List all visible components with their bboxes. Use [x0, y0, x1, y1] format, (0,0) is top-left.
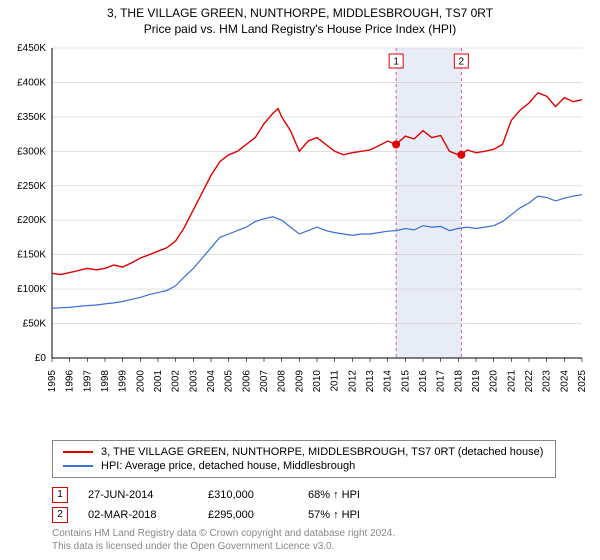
svg-text:2007: 2007 — [259, 370, 270, 393]
svg-text:2000: 2000 — [135, 370, 146, 393]
transaction-price: £310,000 — [208, 489, 308, 501]
legend: 3, THE VILLAGE GREEN, NUNTHORPE, MIDDLES… — [52, 440, 556, 478]
transaction-date: 02-MAR-2018 — [88, 509, 208, 521]
svg-text:2016: 2016 — [418, 370, 429, 393]
svg-text:2023: 2023 — [542, 370, 553, 393]
svg-text:2022: 2022 — [524, 370, 535, 393]
svg-text:1: 1 — [393, 57, 399, 68]
svg-text:2003: 2003 — [188, 370, 199, 393]
legend-swatch — [63, 451, 93, 453]
svg-text:2009: 2009 — [294, 370, 305, 393]
attribution-line: This data is licensed under the Open Gov… — [52, 541, 395, 554]
svg-text:£200K: £200K — [17, 215, 46, 226]
legend-label: HPI: Average price, detached house, Midd… — [101, 460, 355, 472]
legend-label: 3, THE VILLAGE GREEN, NUNTHORPE, MIDDLES… — [101, 446, 543, 458]
svg-text:£250K: £250K — [17, 181, 46, 192]
svg-text:2001: 2001 — [153, 370, 164, 393]
attribution-line: Contains HM Land Registry data © Crown c… — [52, 528, 395, 541]
chart-plot-area: £0£50K£100K£150K£200K£250K£300K£350K£400… — [52, 48, 582, 393]
svg-text:2025: 2025 — [577, 370, 588, 393]
svg-text:2004: 2004 — [206, 370, 217, 393]
transaction-pct: 68% ↑ HPI — [308, 489, 408, 501]
svg-text:2011: 2011 — [330, 370, 341, 392]
svg-text:2020: 2020 — [489, 370, 500, 393]
svg-text:1997: 1997 — [82, 370, 93, 393]
transaction-price: £295,000 — [208, 509, 308, 521]
svg-text:1999: 1999 — [118, 370, 129, 393]
svg-text:£50K: £50K — [23, 319, 47, 330]
svg-text:2008: 2008 — [277, 370, 288, 393]
svg-text:£400K: £400K — [17, 77, 46, 88]
svg-text:2012: 2012 — [347, 370, 358, 393]
svg-text:1995: 1995 — [47, 370, 58, 393]
transaction-row: 1 27-JUN-2014 £310,000 68% ↑ HPI — [52, 485, 408, 505]
svg-text:2013: 2013 — [365, 370, 376, 393]
chart-svg: £0£50K£100K£150K£200K£250K£300K£350K£400… — [52, 48, 582, 393]
svg-text:£0: £0 — [35, 353, 47, 364]
legend-item: 3, THE VILLAGE GREEN, NUNTHORPE, MIDDLES… — [63, 445, 545, 459]
svg-text:£300K: £300K — [17, 146, 46, 157]
svg-text:1998: 1998 — [100, 370, 111, 393]
transaction-date: 27-JUN-2014 — [88, 489, 208, 501]
svg-text:2015: 2015 — [400, 370, 411, 393]
transaction-index-badge: 1 — [52, 487, 68, 503]
svg-text:2005: 2005 — [224, 370, 235, 393]
legend-swatch — [63, 465, 93, 467]
svg-text:2018: 2018 — [453, 370, 464, 393]
svg-text:2014: 2014 — [383, 370, 394, 393]
svg-text:2006: 2006 — [241, 370, 252, 393]
svg-text:2002: 2002 — [171, 370, 182, 393]
chart-title: 3, THE VILLAGE GREEN, NUNTHORPE, MIDDLES… — [0, 0, 600, 20]
chart-container: 3, THE VILLAGE GREEN, NUNTHORPE, MIDDLES… — [0, 0, 600, 560]
svg-text:2: 2 — [459, 57, 465, 68]
svg-text:£100K: £100K — [17, 284, 46, 295]
legend-item: HPI: Average price, detached house, Midd… — [63, 459, 545, 473]
svg-text:£150K: £150K — [17, 250, 46, 261]
chart-subtitle: Price paid vs. HM Land Registry's House … — [0, 20, 600, 36]
transaction-pct: 57% ↑ HPI — [308, 509, 408, 521]
svg-text:2024: 2024 — [559, 370, 570, 393]
transaction-row: 2 02-MAR-2018 £295,000 57% ↑ HPI — [52, 505, 408, 525]
svg-text:2019: 2019 — [471, 370, 482, 393]
svg-text:2017: 2017 — [436, 370, 447, 393]
svg-text:2021: 2021 — [506, 370, 517, 393]
svg-text:£350K: £350K — [17, 112, 46, 123]
svg-text:£450K: £450K — [17, 43, 46, 54]
attribution: Contains HM Land Registry data © Crown c… — [52, 528, 395, 553]
svg-text:1996: 1996 — [65, 370, 76, 393]
svg-text:2010: 2010 — [312, 370, 323, 393]
transaction-table: 1 27-JUN-2014 £310,000 68% ↑ HPI 2 02-MA… — [52, 485, 408, 525]
transaction-index-badge: 2 — [52, 507, 68, 523]
